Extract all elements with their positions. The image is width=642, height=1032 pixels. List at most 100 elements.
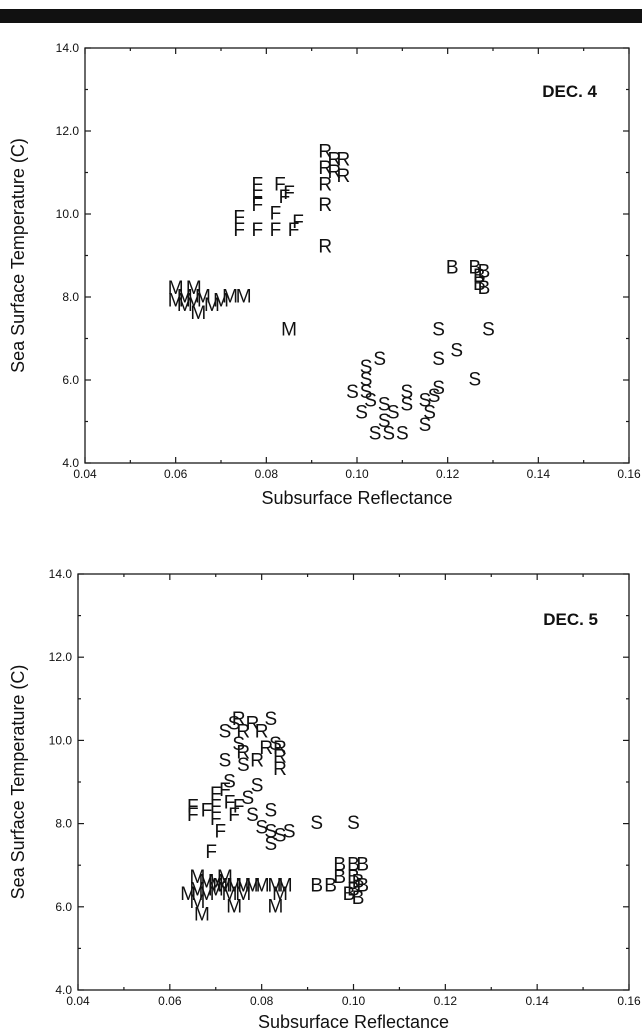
y-tick-label: 10.0 <box>49 733 73 747</box>
data-point-b: B <box>473 274 486 295</box>
data-point-f: F <box>219 780 231 801</box>
data-point-f: F <box>270 220 282 241</box>
data-point-s: S <box>378 411 391 432</box>
data-point-s: S <box>219 751 232 772</box>
data-point-s: S <box>265 801 278 822</box>
data-point-f: F <box>210 796 222 817</box>
data-point-m: M <box>245 876 261 897</box>
data-point-f: F <box>187 796 199 817</box>
data-point-b: B <box>343 884 356 905</box>
data-point-m: M <box>189 880 205 901</box>
data-point-m: M <box>268 896 284 917</box>
data-point-b: B <box>478 262 491 283</box>
data-point-s: S <box>387 403 400 424</box>
data-point-r: R <box>259 738 273 759</box>
data-point-m: M <box>281 320 297 341</box>
y-tick-label: 14.0 <box>49 567 73 581</box>
x-tick-label: 0.08 <box>255 467 279 481</box>
y-tick-label: 10.0 <box>56 207 80 221</box>
data-point-f: F <box>292 212 304 233</box>
x-tick-label: 0.14 <box>527 467 551 481</box>
data-point-r: R <box>318 237 332 258</box>
data-point-f: F <box>233 208 245 229</box>
data-point-s: S <box>274 826 287 847</box>
data-point-m: M <box>217 867 233 888</box>
data-point-b: B <box>352 888 365 909</box>
data-point-f: F <box>251 195 263 216</box>
data-point-m: M <box>199 884 215 905</box>
data-point-s: S <box>347 813 360 834</box>
data-point-b: B <box>310 876 323 897</box>
y-tick-label: 12.0 <box>49 650 73 664</box>
data-point-s: S <box>242 788 255 809</box>
date-annotation: DEC. 4 <box>542 82 597 101</box>
x-tick-label: 0.10 <box>345 467 369 481</box>
data-point-r: R <box>232 709 246 730</box>
data-point-s: S <box>265 834 278 855</box>
data-point-b: B <box>352 871 365 892</box>
data-point-r: R <box>236 722 250 743</box>
data-point-m: M <box>168 278 184 299</box>
x-tick-label: 0.06 <box>158 994 182 1008</box>
y-axis-title: Sea Surface Temperature (C) <box>8 665 28 900</box>
data-point-r: R <box>255 722 269 743</box>
data-point-s: S <box>419 415 432 436</box>
data-point-s: S <box>364 390 377 411</box>
data-point-b: B <box>347 855 360 876</box>
data-point-r: R <box>318 195 332 216</box>
data-point-m: M <box>217 876 233 897</box>
x-tick-label: 0.04 <box>73 467 97 481</box>
data-point-f: F <box>224 792 236 813</box>
data-point-s: S <box>419 390 432 411</box>
data-point-s: S <box>401 394 414 415</box>
x-axis-title: Subsurface Reflectance <box>261 488 452 508</box>
data-point-s: S <box>401 382 414 403</box>
top-rule <box>0 9 642 23</box>
data-point-b: B <box>333 867 346 888</box>
data-point-s: S <box>382 423 395 444</box>
data-point-s: S <box>423 403 436 424</box>
data-point-m: M <box>199 871 215 892</box>
data-point-m: M <box>235 876 251 897</box>
data-point-m: M <box>194 905 210 926</box>
y-tick-label: 12.0 <box>56 124 80 138</box>
data-point-s: S <box>310 813 323 834</box>
data-point-s: S <box>396 423 409 444</box>
data-point-r: R <box>337 166 351 187</box>
data-point-f: F <box>201 801 213 822</box>
chart-dec4: 0.04 0.06 0.08 0.10 0.12 0.14 0.16 4.0 6.0 8.0 10.… <box>8 41 641 508</box>
data-point-s: S <box>369 423 382 444</box>
data-point-s: S <box>360 370 373 391</box>
data-point-b: B <box>333 855 346 876</box>
data-point-m: M <box>195 287 211 308</box>
chart-dec5: 0.04 0.06 0.08 0.10 0.12 0.14 0.16 4.0 6.0 8.0 10.… <box>8 567 641 1032</box>
data-point-b: B <box>469 257 482 278</box>
data-point-r: R <box>327 162 341 183</box>
data-point-m: M <box>268 876 284 897</box>
data-point-f: F <box>210 809 222 830</box>
data-point-s: S <box>228 713 241 734</box>
data-point-f: F <box>233 220 245 241</box>
data-point-f: F <box>274 174 286 195</box>
data-point-f: F <box>288 220 300 241</box>
data-point-b: B <box>478 278 491 299</box>
y-tick-label: 4.0 <box>62 456 79 470</box>
data-point-f: F <box>270 204 282 225</box>
data-point-s: S <box>355 403 368 424</box>
data-point-s: S <box>246 805 259 826</box>
data-point-m: M <box>208 880 224 901</box>
x-tick-label: 0.10 <box>342 994 366 1008</box>
data-point-b: B <box>356 855 369 876</box>
data-point-s: S <box>219 722 232 743</box>
data-point-m: M <box>277 876 293 897</box>
data-point-m: M <box>272 884 288 905</box>
data-point-s: S <box>232 734 245 755</box>
data-point-s: S <box>428 386 441 407</box>
data-point-s: S <box>223 772 236 793</box>
data-point-s: S <box>432 320 445 341</box>
x-tick-label: 0.12 <box>436 467 460 481</box>
data-point-f: F <box>251 174 263 195</box>
y-tick-label: 6.0 <box>62 373 79 387</box>
y-axis-title: Sea Surface Temperature (C) <box>8 138 28 373</box>
y-tick-label: 6.0 <box>55 900 72 914</box>
